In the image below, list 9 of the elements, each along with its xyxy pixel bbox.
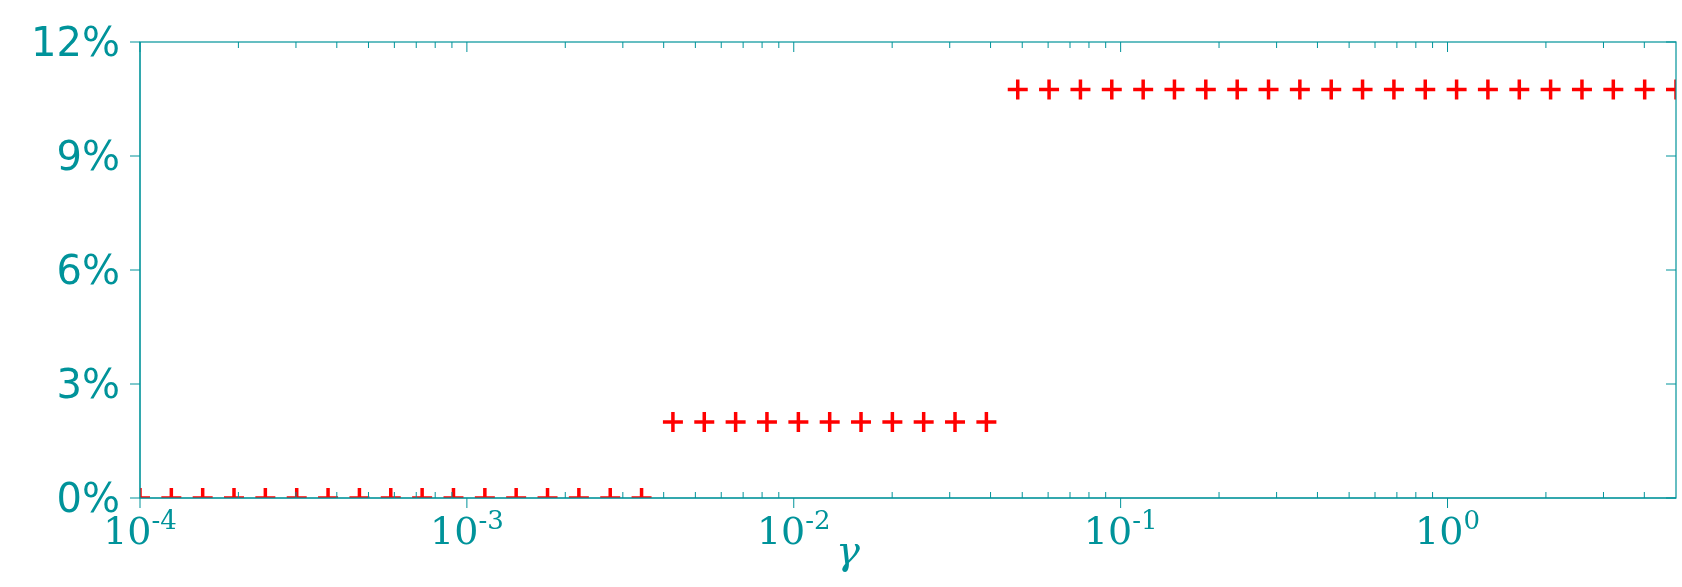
x-tick-label: 10$^{0}$ [1415,505,1480,553]
y-tick-label: 6% [56,247,120,293]
y-tick-label: 12% [31,19,120,65]
x-tick-label: 10$^{-1}$ [1083,505,1158,553]
y-tick-label: 3% [56,361,120,407]
x-tick-label: 10$^{-2}$ [756,505,831,553]
x-axis-title: γ [836,527,861,573]
x-tick-label: 10$^{-3}$ [430,505,504,553]
y-tick-label: 9% [56,133,120,179]
